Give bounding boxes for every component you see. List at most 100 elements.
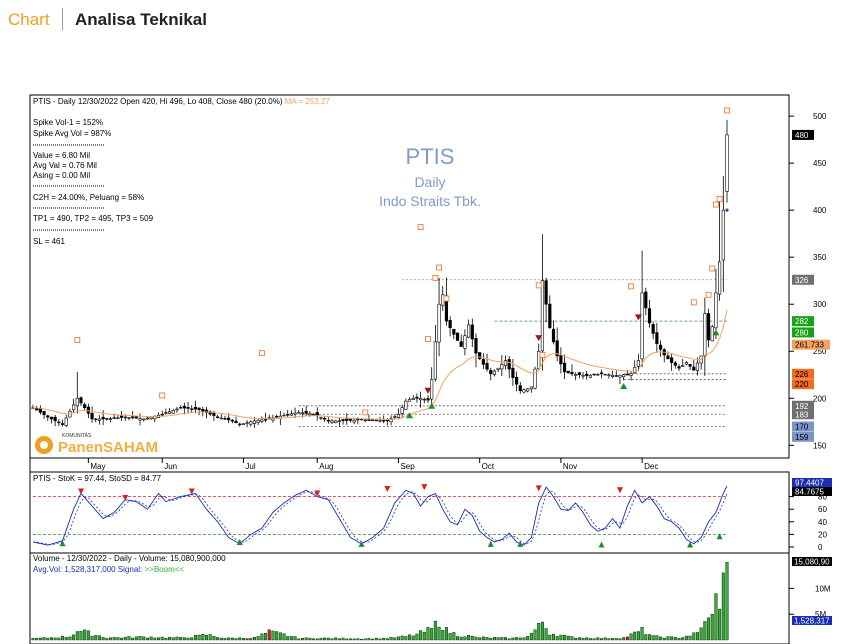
candle-body <box>629 373 633 376</box>
volume-bar <box>120 637 124 641</box>
logo-text: PanenSAHAM <box>58 439 158 456</box>
volume-bar <box>588 638 592 641</box>
volume-bar <box>666 636 670 641</box>
signal-box-marker <box>443 295 450 302</box>
volume-bar <box>101 637 105 641</box>
volume-bar <box>245 638 249 641</box>
candle-body <box>263 419 268 421</box>
info-spike-vol: Spike Vol-1 = 152% <box>33 118 103 127</box>
candle-body <box>145 417 150 420</box>
volume-bar <box>282 633 286 641</box>
volume-bar <box>197 634 201 641</box>
volume-bar <box>614 638 618 641</box>
volume-bar <box>256 636 260 641</box>
volume-bar <box>636 631 640 641</box>
candle-body <box>592 373 596 376</box>
price-label-badge <box>792 316 814 327</box>
volume-bar <box>260 633 264 641</box>
stoch-value-badge <box>792 487 832 496</box>
volume-bar <box>300 638 304 641</box>
volume-bar <box>559 634 563 641</box>
signal-box-marker <box>539 352 546 358</box>
candle-body <box>673 362 677 366</box>
volume-bar <box>478 637 482 641</box>
volume-bar <box>500 637 504 641</box>
candle-body <box>245 422 249 424</box>
candle-body <box>179 407 183 409</box>
volume-bar <box>127 636 131 641</box>
candle-body <box>160 413 164 416</box>
date-axis-label: Aug <box>319 462 333 471</box>
candle-body <box>64 417 68 426</box>
date-axis-label: Dec <box>644 462 658 471</box>
volume-bar <box>319 637 323 641</box>
volume-bar <box>688 635 692 641</box>
price-layer <box>31 107 730 428</box>
volume-bar <box>271 630 275 641</box>
candle-body <box>201 409 205 412</box>
volume-bar <box>57 637 61 641</box>
volume-bar <box>522 637 526 641</box>
volume-bar <box>61 635 65 641</box>
stoch-axis-label: 0 <box>818 543 823 552</box>
candle-body <box>596 373 600 376</box>
candle-body <box>415 396 419 399</box>
volume-bar <box>603 637 607 641</box>
signal-box-marker <box>716 195 723 202</box>
candle-body <box>311 413 316 416</box>
candle-body <box>658 344 663 350</box>
candle-body <box>684 362 688 365</box>
volume-bar <box>374 637 378 641</box>
volume-bar <box>323 637 327 641</box>
price-label-badge <box>792 431 814 442</box>
volume-bar <box>481 636 485 641</box>
volume-bar <box>647 634 651 641</box>
volume-bar <box>46 637 50 641</box>
info-c2h: C2H = 24.00%, Peluang = 58% <box>33 193 144 202</box>
volume-title: Volume - 12/30/2022 - Daily - Volume: 15… <box>33 554 226 563</box>
top-bar: Chart Analisa Teknikal <box>0 0 851 40</box>
moving-average-line <box>32 309 728 420</box>
volume-bar <box>201 634 205 641</box>
avg-vol-text: Avg.Vol: 1,528,317,000 Signal: <box>33 565 145 574</box>
date-axis-label: Sep <box>400 462 415 471</box>
volume-bar <box>644 634 648 641</box>
buy-arrow-icon <box>712 329 720 336</box>
price-label-value: 280 <box>795 328 809 337</box>
signal-box-marker <box>159 392 166 399</box>
volume-bar <box>489 637 493 641</box>
volume-value-label: 1,528,317 <box>794 617 830 626</box>
candle-body <box>452 328 456 335</box>
breadcrumb-chart-link[interactable]: Chart <box>8 10 50 29</box>
candle-body <box>581 374 585 377</box>
stoch-axis-label: 20 <box>818 530 827 539</box>
volume-bar <box>607 638 611 641</box>
volume-bar <box>563 635 567 641</box>
price-label-badge <box>792 421 814 432</box>
candle-body <box>382 420 386 422</box>
candle-body <box>134 416 138 419</box>
stochastic-title: PTIS - StoK = 97.44, StoSD = 84.77 <box>33 474 162 483</box>
price-axis-label: 450 <box>813 159 827 168</box>
volume-bar <box>548 634 552 641</box>
volume-bar <box>692 632 696 641</box>
info-avg-val: Avg Val = 0.76 Mil <box>33 161 97 170</box>
volume-bar <box>622 637 626 641</box>
volume-bar <box>186 637 190 641</box>
stochastic-layer <box>32 484 728 548</box>
buy-arrow-icon <box>620 383 628 390</box>
axes-layer: 150200250300350400450500480326282280261.… <box>87 112 832 626</box>
candle-body <box>463 335 467 349</box>
volume-bar <box>131 637 135 641</box>
candle-body <box>112 417 116 419</box>
price-axis-label: 350 <box>813 253 827 262</box>
volume-bar <box>123 636 127 641</box>
candle-body <box>116 417 120 420</box>
volume-bar <box>518 637 522 641</box>
stoch-buy-arrow-icon <box>716 533 723 540</box>
candle-body <box>400 407 404 414</box>
candle-body <box>681 365 685 367</box>
volume-bar <box>116 637 120 641</box>
price-axis-label: 150 <box>813 441 827 450</box>
